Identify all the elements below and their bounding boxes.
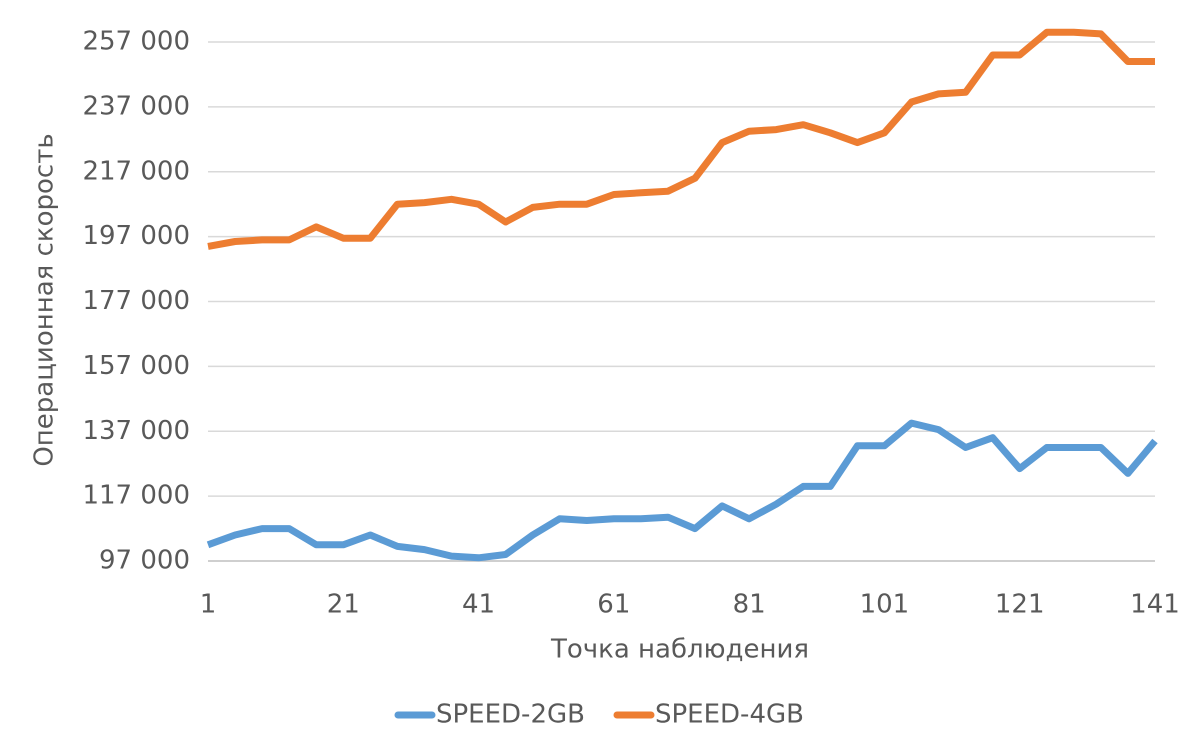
legend-label: SPEED-2GB — [436, 700, 585, 730]
x-tick-label: 21 — [327, 590, 360, 620]
x-tick-label: 61 — [597, 590, 630, 620]
y-tick-label: 97 000 — [99, 546, 190, 576]
x-tick-label: 121 — [995, 590, 1045, 620]
x-tick-label: 141 — [1130, 590, 1180, 620]
y-tick-label: 117 000 — [82, 481, 190, 511]
y-tick-label: 257 000 — [82, 27, 190, 57]
series-line — [206, 419, 1158, 562]
x-tick-label: 81 — [733, 590, 766, 620]
y-tick-label: 217 000 — [82, 156, 190, 186]
x-tick-label: 101 — [860, 590, 910, 620]
y-tick-label: 237 000 — [82, 91, 190, 121]
x-tick-label: 41 — [462, 590, 495, 620]
y-tick-label: 177 000 — [82, 286, 190, 316]
y-tick-label: 197 000 — [82, 221, 190, 251]
x-axis-title: Точка наблюдения — [550, 635, 809, 665]
series-line — [207, 28, 1155, 250]
y-axis-title: Операционная скорость — [30, 133, 60, 466]
legend-label: SPEED-4GB — [655, 700, 804, 730]
y-tick-label: 157 000 — [82, 351, 190, 381]
y-tick-label: 137 000 — [82, 416, 190, 446]
x-tick-label: 1 — [200, 590, 217, 620]
